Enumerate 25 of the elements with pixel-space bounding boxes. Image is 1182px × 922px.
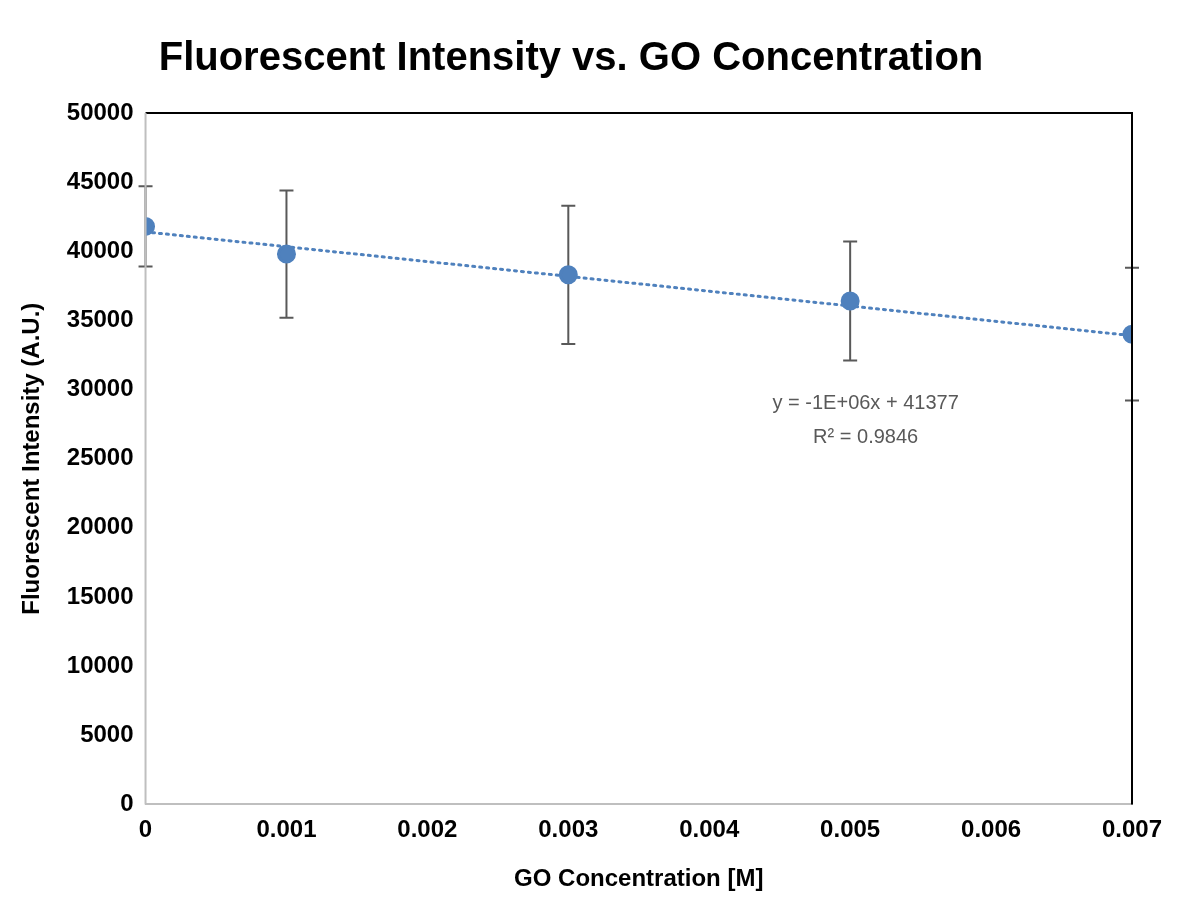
y-tick-label: 15000 bbox=[66, 581, 134, 609]
y-tick-label: 30000 bbox=[66, 374, 134, 402]
point bbox=[558, 265, 578, 285]
y-tick-label: 35000 bbox=[66, 305, 134, 333]
x-tick-label: 0.002 bbox=[397, 815, 458, 843]
x-axis-title: GO Concentration [M] bbox=[514, 864, 764, 892]
y-tick-label: 5000 bbox=[80, 719, 134, 747]
y-tick-label: 45000 bbox=[66, 166, 134, 194]
x-tick-label: 0.001 bbox=[256, 815, 317, 843]
y-axis-title: Fluorescent Intensity (A.U.) bbox=[17, 302, 45, 615]
x-tick-label: 0.005 bbox=[820, 815, 881, 843]
x-tick-label: 0.007 bbox=[1101, 815, 1163, 843]
y-tick-label: 10000 bbox=[66, 650, 134, 678]
y-tick-label: 40000 bbox=[66, 235, 134, 263]
x-tick-label: 0.006 bbox=[961, 815, 1022, 843]
y-tick-label: 20000 bbox=[66, 512, 134, 540]
x-tick-label: 0 bbox=[138, 815, 153, 843]
x-tick-label: 0.003 bbox=[538, 815, 599, 843]
annotation: y = -1E+06x + 41377 bbox=[772, 390, 959, 413]
y-tick-label: 25000 bbox=[66, 443, 134, 471]
y-tick-label: 0 bbox=[120, 789, 134, 817]
annotation: R² = 0.9846 bbox=[813, 424, 919, 447]
chart-title: Fluorescent Intensity vs. GO Concentration bbox=[158, 34, 984, 79]
x-tick-label: 0.004 bbox=[679, 815, 740, 843]
y-tick-label: 50000 bbox=[66, 97, 134, 125]
